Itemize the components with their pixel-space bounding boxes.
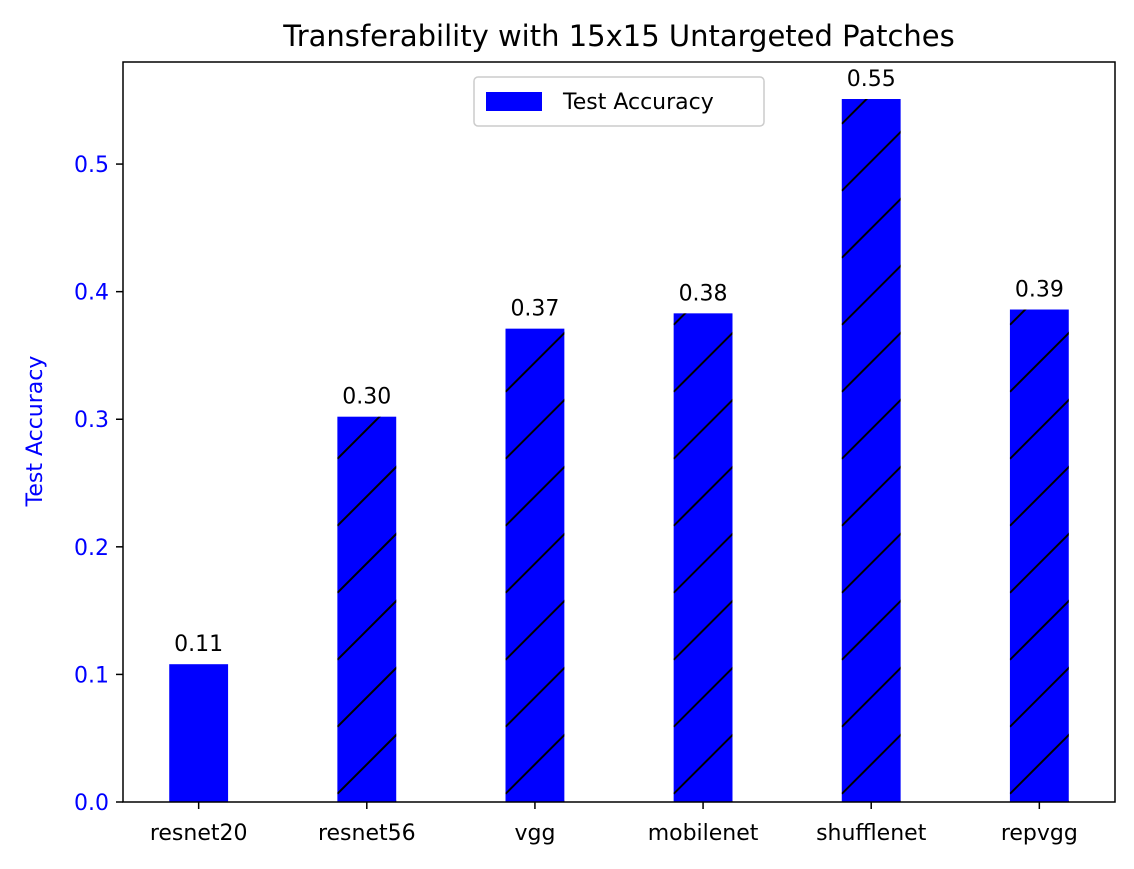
- x-tick-label: repvgg: [1001, 821, 1078, 846]
- bar-vgg: [505, 328, 565, 802]
- bar-hatch: [337, 416, 397, 802]
- y-axis: 0.0 0.1 0.2 0.3 0.4 0.5: [74, 153, 123, 816]
- y-tick-label: 0.5: [74, 153, 109, 178]
- bar-hatch: [1009, 309, 1069, 802]
- y-tick-label: 0.2: [74, 536, 109, 561]
- bar-repvgg: [1009, 309, 1069, 802]
- bar-value-label: 0.30: [342, 385, 391, 410]
- bar-mobilenet: [673, 313, 733, 802]
- x-tick-label: mobilenet: [648, 821, 759, 846]
- y-tick-label: 0.3: [74, 408, 109, 433]
- legend: Test Accuracy: [473, 76, 765, 127]
- plot-frame: [122, 61, 1116, 803]
- legend-label: Test Accuracy: [562, 90, 714, 115]
- bar-value-label: 0.55: [847, 67, 896, 92]
- legend-frame: [473, 76, 765, 127]
- bar-value-label: 0.11: [174, 632, 223, 657]
- x-tick-label: resnet20: [150, 821, 248, 846]
- legend-swatch: [486, 92, 542, 111]
- bars-group: [169, 99, 1069, 802]
- bar-value-label: 0.39: [1015, 278, 1064, 303]
- bar-hatch: [673, 313, 733, 802]
- y-axis-label: Test Accuracy: [23, 356, 48, 508]
- bar-value-label: 0.38: [679, 281, 728, 306]
- bar-hatch: [841, 99, 901, 802]
- x-tick-label: vgg: [514, 821, 555, 846]
- chart-title: Transferability with 15x15 Untargeted Pa…: [282, 19, 955, 53]
- y-tick-label: 0.0: [74, 791, 109, 816]
- bar-labels-group: 0.11 0.30 0.37 0.38 0.55 0.39: [174, 67, 1064, 657]
- bar-value-label: 0.37: [510, 297, 559, 322]
- bar-shufflenet: [841, 99, 901, 802]
- bar-resnet20: [169, 664, 229, 802]
- y-tick-label: 0.4: [74, 281, 109, 306]
- x-tick-label: resnet56: [318, 821, 416, 846]
- y-tick-label: 0.1: [74, 663, 109, 688]
- bar-resnet56: [337, 416, 397, 802]
- x-tick-label: shufflenet: [816, 821, 927, 846]
- bar-hatch: [505, 331, 565, 802]
- x-axis: resnet20 resnet56 vgg mobilenet shufflenet re…: [150, 802, 1078, 846]
